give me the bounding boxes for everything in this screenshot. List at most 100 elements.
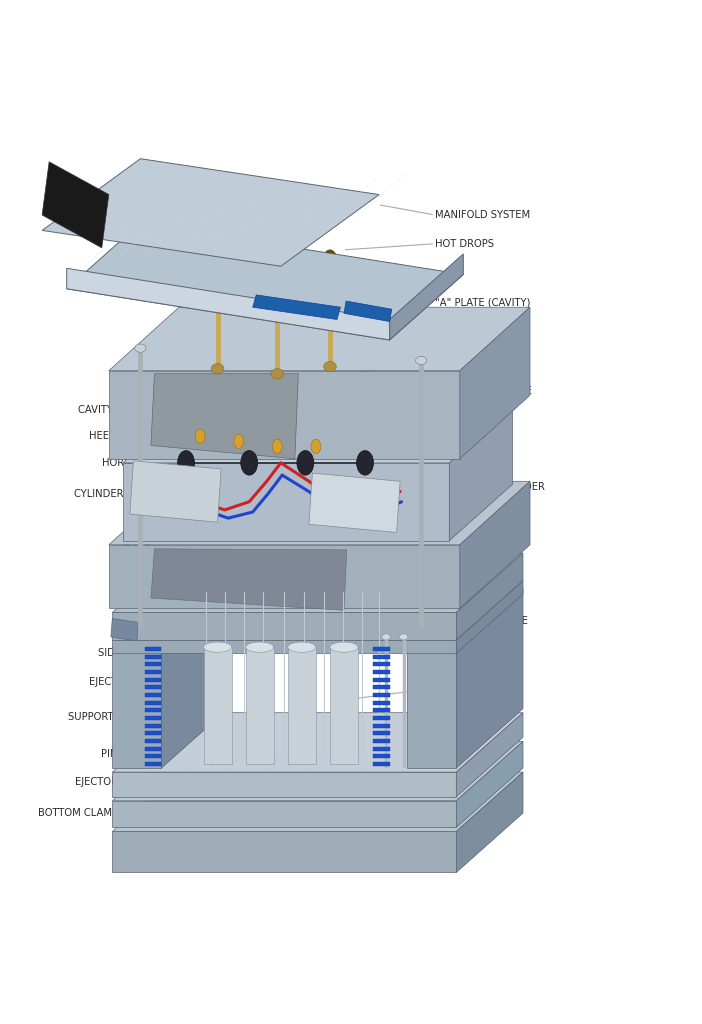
Polygon shape: [460, 481, 530, 608]
Text: EJECTOR PLATE: EJECTOR PLATE: [75, 777, 151, 787]
Polygon shape: [449, 407, 512, 541]
Polygon shape: [373, 731, 390, 735]
Text: CORE INSERT: CORE INSERT: [435, 450, 501, 460]
Polygon shape: [112, 640, 456, 653]
Text: SIDE LOCK: SIDE LOCK: [98, 648, 151, 658]
Circle shape: [211, 247, 225, 267]
Polygon shape: [373, 693, 390, 697]
Polygon shape: [145, 678, 161, 682]
Polygon shape: [42, 159, 379, 266]
Text: "B" PLATE (CORE): "B" PLATE (CORE): [435, 587, 524, 597]
Circle shape: [311, 439, 321, 454]
Polygon shape: [123, 463, 449, 541]
Polygon shape: [67, 268, 390, 340]
Polygon shape: [373, 654, 390, 658]
Polygon shape: [373, 678, 390, 682]
Polygon shape: [373, 685, 390, 689]
Circle shape: [241, 451, 258, 475]
Text: MANIFOLD SYSTEM: MANIFOLD SYSTEM: [435, 210, 531, 220]
Text: SLIDE: SLIDE: [122, 544, 151, 554]
Text: BOTTOM CLAMP PLATE: BOTTOM CLAMP PLATE: [38, 808, 151, 818]
Ellipse shape: [416, 356, 427, 365]
Text: WATERLINE: WATERLINE: [435, 355, 492, 366]
Polygon shape: [373, 670, 390, 674]
Text: HYDRAULIC CYLINDER: HYDRAULIC CYLINDER: [435, 482, 545, 493]
Ellipse shape: [382, 634, 390, 640]
Text: "A" PLATE (CAVITY): "A" PLATE (CAVITY): [435, 297, 531, 307]
Circle shape: [195, 429, 205, 443]
Polygon shape: [373, 724, 390, 728]
Polygon shape: [456, 741, 523, 827]
Polygon shape: [145, 647, 161, 651]
Polygon shape: [373, 647, 390, 651]
Polygon shape: [344, 301, 392, 322]
Polygon shape: [112, 772, 456, 797]
Polygon shape: [42, 162, 109, 248]
Polygon shape: [407, 647, 456, 768]
Polygon shape: [112, 553, 523, 612]
Polygon shape: [373, 709, 390, 713]
Polygon shape: [145, 762, 161, 766]
Polygon shape: [145, 670, 161, 674]
Polygon shape: [390, 254, 463, 340]
Polygon shape: [456, 553, 523, 640]
Ellipse shape: [211, 364, 224, 374]
Polygon shape: [151, 549, 347, 610]
Polygon shape: [373, 739, 390, 743]
Polygon shape: [373, 755, 390, 759]
Text: PIN PLATE: PIN PLATE: [101, 749, 151, 759]
Polygon shape: [288, 647, 316, 764]
Circle shape: [234, 434, 244, 449]
Polygon shape: [373, 700, 390, 705]
Ellipse shape: [204, 642, 232, 652]
Polygon shape: [456, 713, 523, 797]
Polygon shape: [112, 713, 523, 772]
Polygon shape: [145, 654, 161, 658]
Circle shape: [323, 250, 337, 270]
Polygon shape: [460, 307, 530, 459]
Text: CAVITY INSERT: CAVITY INSERT: [78, 404, 151, 415]
Polygon shape: [407, 588, 523, 647]
Polygon shape: [145, 685, 161, 689]
Polygon shape: [456, 588, 523, 768]
Ellipse shape: [324, 361, 336, 372]
Text: GIBS: GIBS: [127, 515, 151, 525]
Polygon shape: [111, 618, 138, 641]
Polygon shape: [145, 739, 161, 743]
Polygon shape: [253, 295, 340, 319]
Polygon shape: [130, 461, 221, 522]
Polygon shape: [112, 741, 523, 801]
Text: RAIL: RAIL: [435, 720, 457, 730]
Polygon shape: [145, 755, 161, 759]
Polygon shape: [112, 831, 456, 872]
Text: HOT DROPS: HOT DROPS: [435, 239, 494, 249]
Polygon shape: [145, 709, 161, 713]
Polygon shape: [145, 724, 161, 728]
Text: RETURN PINS: RETURN PINS: [435, 683, 502, 693]
Polygon shape: [109, 545, 460, 608]
Polygon shape: [309, 473, 400, 532]
Polygon shape: [151, 374, 298, 459]
Text: HORN PIN: HORN PIN: [102, 458, 151, 468]
Ellipse shape: [271, 369, 284, 379]
Polygon shape: [112, 647, 161, 768]
Polygon shape: [456, 772, 523, 872]
Polygon shape: [112, 581, 523, 640]
Polygon shape: [373, 762, 390, 766]
Text: RUNNER AND GATE: RUNNER AND GATE: [435, 386, 532, 396]
Polygon shape: [109, 307, 530, 371]
Polygon shape: [161, 588, 228, 768]
Polygon shape: [123, 407, 512, 463]
Circle shape: [178, 451, 194, 475]
Ellipse shape: [135, 344, 146, 352]
Ellipse shape: [288, 642, 316, 652]
Polygon shape: [109, 371, 460, 459]
Polygon shape: [112, 588, 228, 647]
Polygon shape: [145, 716, 161, 720]
Polygon shape: [145, 731, 161, 735]
Ellipse shape: [399, 634, 408, 640]
Polygon shape: [112, 612, 456, 640]
Polygon shape: [145, 693, 161, 697]
Circle shape: [297, 451, 314, 475]
Polygon shape: [456, 581, 523, 653]
